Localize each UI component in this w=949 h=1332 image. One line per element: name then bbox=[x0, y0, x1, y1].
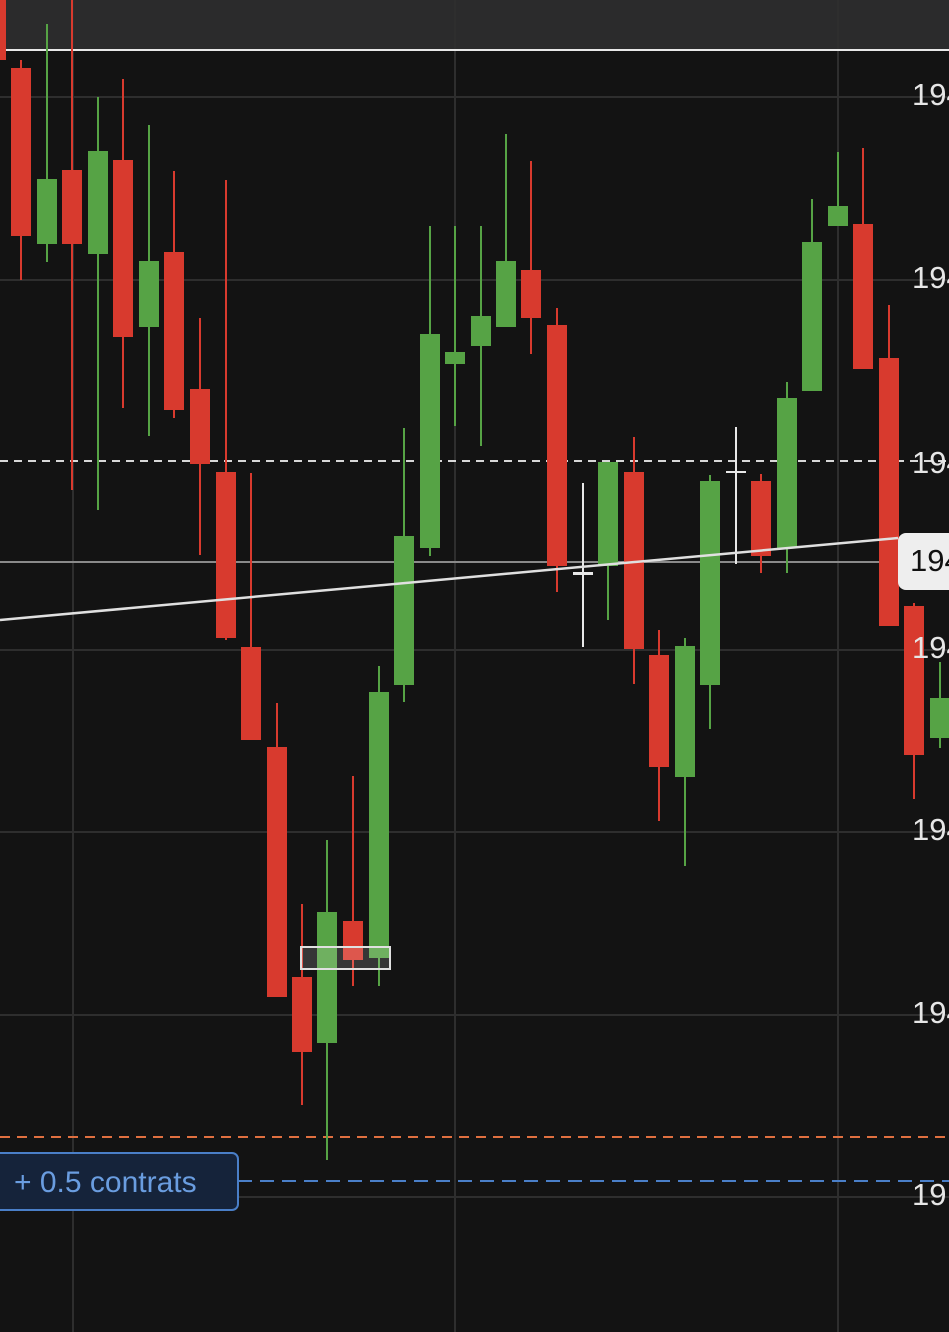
candle-body bbox=[649, 655, 669, 767]
axis-label: 194 bbox=[912, 995, 949, 1030]
candle-body bbox=[369, 692, 389, 958]
candle-body bbox=[241, 647, 261, 740]
candles bbox=[0, 0, 949, 1160]
axis-label: 194 bbox=[912, 445, 949, 480]
candle-body bbox=[675, 646, 695, 777]
candle-body bbox=[777, 398, 797, 548]
axis-label: 194 bbox=[912, 260, 949, 295]
candle-body bbox=[190, 389, 210, 464]
candle-body bbox=[751, 481, 771, 556]
order-label[interactable]: + 0.5 contrats bbox=[14, 1166, 197, 1199]
candle-body bbox=[471, 316, 491, 346]
candle-body bbox=[624, 472, 644, 649]
candle-body bbox=[292, 977, 312, 1052]
candle-body bbox=[139, 261, 159, 327]
candle-body bbox=[904, 606, 924, 755]
axis-label: 194 bbox=[912, 630, 949, 665]
candle-body bbox=[853, 224, 873, 369]
candle-body bbox=[879, 358, 899, 626]
candle-body bbox=[113, 160, 133, 337]
current-price-box bbox=[898, 533, 949, 590]
price-axis: 194 194 194 194 194 194 19 bbox=[912, 77, 949, 1212]
candle-body bbox=[62, 170, 82, 244]
candle-body bbox=[37, 179, 57, 244]
selection-box bbox=[300, 946, 391, 970]
candle-body bbox=[445, 352, 465, 364]
candle-body bbox=[0, 0, 6, 60]
candle-body bbox=[164, 252, 184, 410]
candle-body bbox=[547, 325, 567, 566]
candle-body bbox=[343, 921, 363, 960]
candle-body bbox=[317, 912, 337, 1043]
candle-body bbox=[521, 270, 541, 318]
candle-body bbox=[930, 698, 949, 738]
trend-line bbox=[0, 536, 899, 622]
candle-body bbox=[496, 261, 516, 327]
candle-body bbox=[726, 471, 746, 473]
order-button[interactable] bbox=[0, 1152, 239, 1211]
axis-label: 194 bbox=[912, 812, 949, 847]
current-price-label: 194 bbox=[910, 543, 949, 578]
candle-body bbox=[802, 242, 822, 391]
candle-body bbox=[267, 747, 287, 997]
candle-body bbox=[11, 68, 31, 236]
axis-label: 19 bbox=[912, 1177, 946, 1212]
axis-label: 194 bbox=[912, 77, 949, 112]
candle-body bbox=[394, 536, 414, 685]
top-band bbox=[0, 0, 949, 50]
candle-body bbox=[828, 206, 848, 226]
candle-body bbox=[216, 472, 236, 638]
candle-body bbox=[573, 572, 593, 575]
candle-body bbox=[700, 481, 720, 685]
candle-body bbox=[598, 462, 618, 566]
candle-body bbox=[88, 151, 108, 254]
candle-body bbox=[420, 334, 440, 548]
